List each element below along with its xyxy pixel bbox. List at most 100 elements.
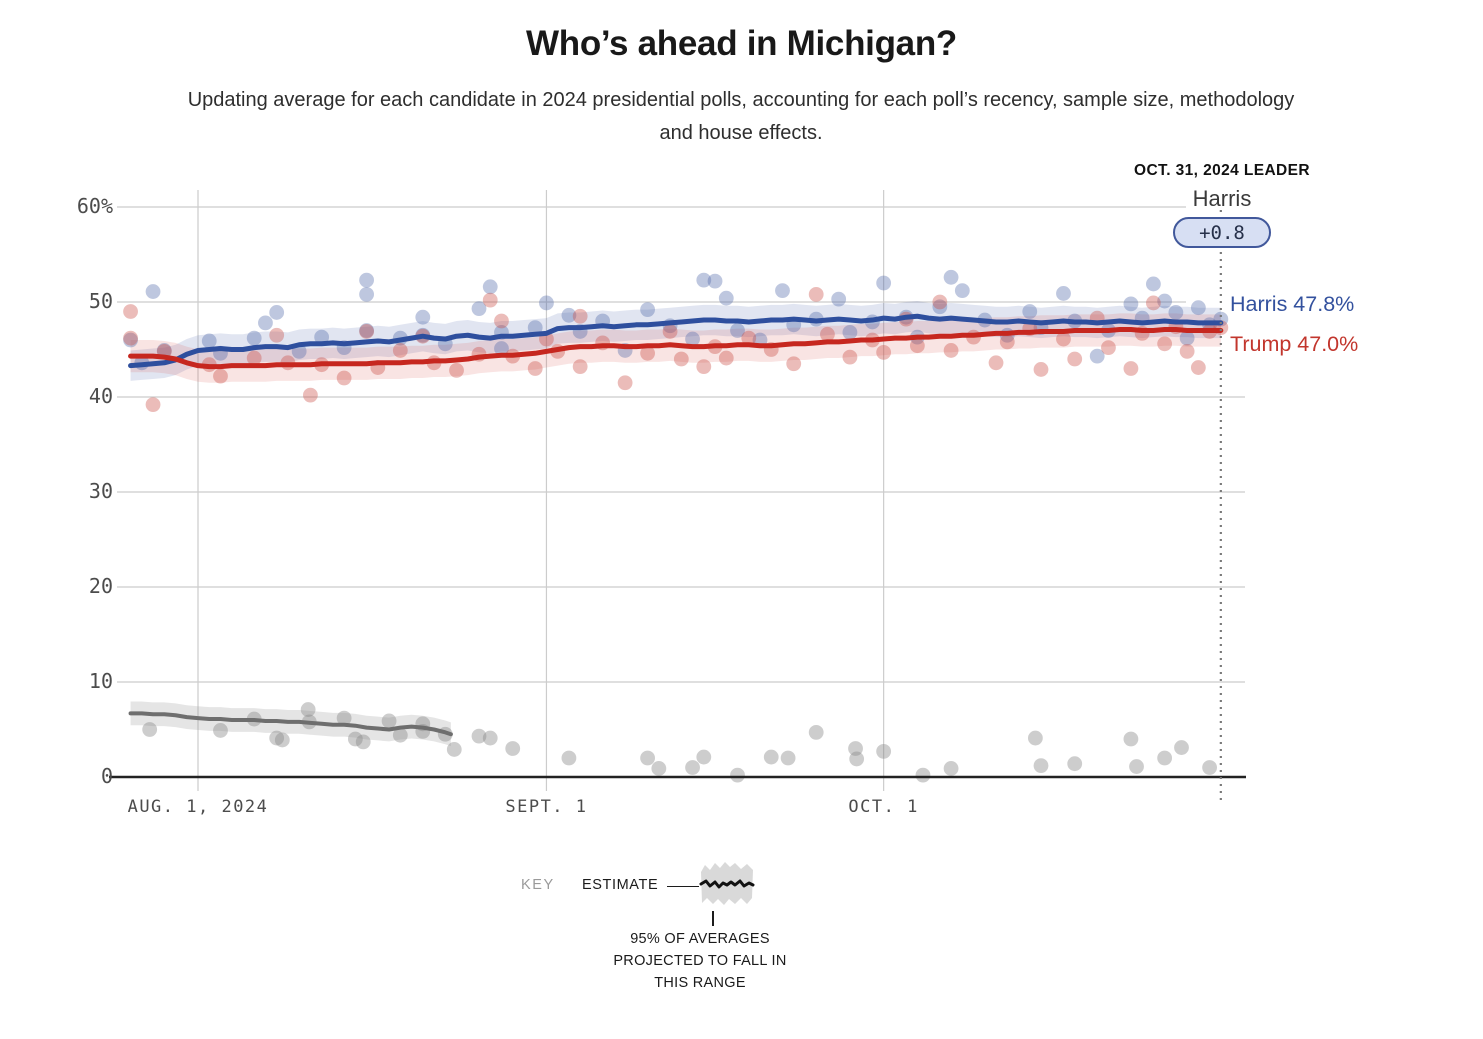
poll-dot-other (780, 750, 796, 766)
poll-dot-trump (932, 294, 948, 310)
poll-dot-other (651, 761, 667, 776)
poll-dot-trump (999, 334, 1015, 350)
poll-dot-harris (156, 343, 172, 358)
poll-dot-trump (1067, 351, 1083, 367)
poll-dot-harris (696, 272, 712, 288)
poll-dot-other (1123, 731, 1139, 747)
harris-uncertainty-band (130, 301, 1221, 381)
poll-dot-other (355, 734, 371, 750)
poll-dot-harris (415, 309, 431, 325)
poll-dot-trump (842, 349, 858, 365)
poll-dot-trump (269, 327, 285, 343)
x-axis-tick-label: SEPT. 1 (505, 797, 588, 817)
poll-dot-trump (1033, 362, 1049, 377)
poll-dot-other (1033, 758, 1049, 773)
key-caption-line-1: 95% OF AVERAGES (630, 931, 770, 947)
poll-dot-trump (572, 308, 588, 324)
poll-dot-trump (718, 350, 734, 366)
poll-dot-harris (831, 291, 847, 307)
poll-dot-trump (943, 343, 959, 358)
chart-title: Who’s ahead in Michigan? (526, 24, 957, 63)
poll-dot-other (730, 767, 745, 783)
poll-dot-trump (640, 345, 655, 361)
poll-dot-harris (640, 302, 655, 317)
poll-dot-trump (1179, 344, 1195, 359)
poll-dot-trump (1101, 340, 1116, 355)
chart-subtitle: Updating average for each candidate in 2… (187, 89, 1295, 144)
trump-uncertainty-band (130, 313, 1221, 383)
y-axis-tick-label: 40 (88, 384, 113, 408)
poll-dot-trump (1146, 295, 1161, 311)
poll-dot-trump (820, 326, 835, 342)
poll-dot-trump (988, 355, 1004, 371)
poll-dot-harris (539, 295, 554, 311)
poll-dot-trump (527, 361, 543, 376)
harris-trend-line (128, 313, 1224, 369)
poll-dot-trump (617, 375, 633, 391)
key-caption-line-3: THIS RANGE (654, 975, 746, 991)
poll-dot-other (1027, 730, 1043, 746)
harris-end-label: Harris 47.8% (1230, 292, 1355, 316)
poll-dot-other (213, 723, 228, 738)
poll-dot-trump (786, 356, 802, 372)
poll-dot-harris (527, 320, 543, 336)
poll-dot-harris (123, 332, 138, 348)
poll-dot-harris (145, 284, 161, 299)
poll-dot-other (763, 749, 779, 765)
poll-dot-harris (1022, 304, 1038, 319)
poll-dot-harris (561, 307, 577, 323)
x-axis-tick-label: AUG. 1, 2024 (127, 797, 269, 817)
trump-end-label: Trump 47.0% (1230, 332, 1359, 356)
poll-dot-harris (359, 272, 374, 288)
poll-dot-trump (1157, 336, 1173, 352)
poll-dot-trump (741, 330, 757, 346)
y-axis-tick-label: 30 (88, 479, 113, 503)
poll-dot-other (482, 730, 498, 746)
poll-dot-other (1067, 756, 1083, 772)
poll-dot-other (696, 749, 712, 765)
poll-dot-trump (1056, 331, 1071, 347)
poll-dot-harris (685, 331, 700, 347)
poll-dot-harris (1179, 330, 1195, 346)
key-estimate-icon (699, 862, 755, 926)
poll-dot-trump (123, 330, 138, 346)
y-axis-tick-label: 20 (88, 574, 113, 598)
poll-dot-harris (954, 283, 970, 298)
poll-dot-harris (246, 330, 262, 346)
poll-dot-trump (673, 351, 689, 367)
poll-dot-other (1174, 740, 1189, 755)
y-axis-tick-label: 60% (76, 194, 113, 218)
poll-dot-trump (662, 324, 678, 339)
poll-dot-trump (336, 370, 352, 386)
poll-dot-harris (1157, 293, 1173, 309)
poll-dot-other (848, 741, 863, 756)
poll-dot-trump (359, 324, 374, 339)
poll-dot-trump (482, 292, 498, 308)
poll-dot-other (1157, 750, 1173, 766)
poll-dot-other (849, 751, 865, 767)
poll-dot-harris (775, 283, 790, 298)
poll-dot-other (446, 742, 462, 757)
poll-dot-other (876, 743, 892, 759)
leader-margin-badge: +0.8 (1173, 217, 1271, 248)
other-trend-line (128, 711, 453, 737)
poll-dot-harris (1056, 286, 1071, 301)
poll-dot-trump (494, 313, 509, 329)
poll-dot-other (943, 761, 959, 776)
poll-dot-other (392, 727, 408, 743)
y-axis-tick-label: 50 (88, 289, 113, 313)
poll-dot-trump (123, 304, 138, 319)
poll-dot-other (685, 760, 700, 775)
poll-dot-trump (213, 368, 228, 384)
poll-dot-other (561, 750, 577, 766)
poll-dot-harris (718, 290, 734, 306)
poll-dot-other (347, 731, 363, 747)
poll-dot-harris (201, 333, 217, 349)
poll-dot-trump (145, 397, 161, 412)
poll-dot-other (336, 710, 352, 726)
leader-date-heading: OCT. 31, 2024 LEADER (1134, 162, 1310, 179)
poll-dot-other (1129, 759, 1144, 774)
poll-dot-other (274, 732, 290, 748)
poll-dot-harris (1123, 296, 1139, 312)
